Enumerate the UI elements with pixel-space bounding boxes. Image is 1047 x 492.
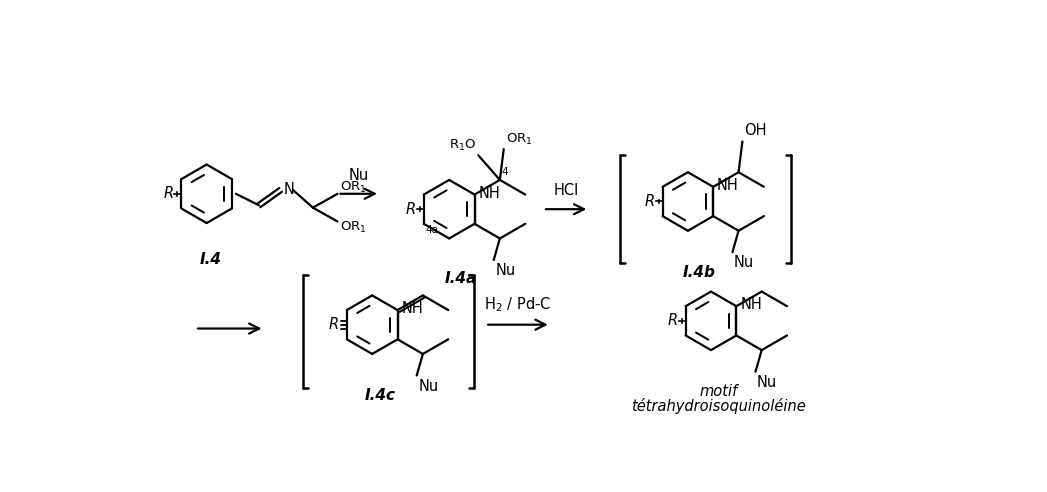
Text: NH: NH [717,178,739,193]
Text: HCl: HCl [554,184,579,198]
Text: Nu: Nu [418,378,439,394]
Text: I.4a: I.4a [445,271,476,286]
Text: R$_1$O: R$_1$O [449,138,476,153]
Text: Nu: Nu [757,375,777,390]
Text: H$_2$ / Pd-C: H$_2$ / Pd-C [485,295,552,314]
Text: NH: NH [740,297,762,312]
Text: tétrahydroisoquinoléine: tétrahydroisoquinoléine [631,398,806,414]
Text: R: R [163,186,174,201]
Text: Nu: Nu [734,255,754,271]
Text: OR$_1$: OR$_1$ [506,132,533,147]
Text: 4: 4 [502,167,508,177]
Text: I.4: I.4 [200,251,222,267]
Text: motif: motif [699,384,738,399]
Text: 4a: 4a [425,225,439,235]
Text: OR$_1$: OR$_1$ [340,220,366,235]
Text: Nu: Nu [349,168,369,183]
Text: R: R [406,202,416,216]
Text: R: R [329,317,339,332]
Text: OR$_1$: OR$_1$ [340,180,366,195]
Text: Nu: Nu [495,263,515,278]
Text: R: R [668,313,677,328]
Text: N: N [284,183,294,197]
Text: OH: OH [744,123,766,138]
Text: I.4c: I.4c [364,388,396,403]
Text: NH: NH [401,301,423,316]
Text: R: R [645,194,654,209]
Text: NH: NH [478,185,500,201]
Text: I.4b: I.4b [683,265,716,279]
